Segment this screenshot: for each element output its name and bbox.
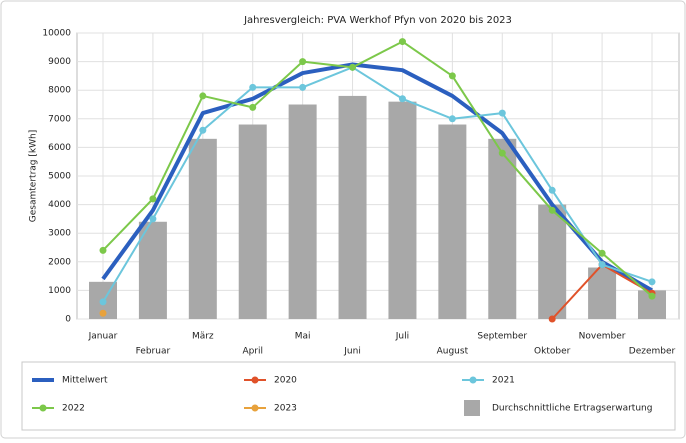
x-tick-label: Juni: [343, 347, 361, 357]
y-tick-label: 9000: [48, 57, 71, 67]
x-tick-label: November: [579, 332, 626, 342]
bar: [338, 95, 367, 319]
line-point: [199, 126, 207, 134]
legend-marker: [39, 404, 47, 412]
line-point: [448, 72, 456, 80]
x-tick-label: April: [242, 347, 263, 357]
x-tick-label: August: [437, 347, 469, 357]
line-series: [102, 40, 653, 297]
legend-swatch: [464, 400, 480, 416]
y-tick-label: 8000: [48, 86, 71, 96]
line-point: [598, 249, 606, 257]
bar: [538, 204, 567, 319]
y-tick-label: 1000: [48, 286, 71, 296]
legend-label: 2022: [62, 404, 85, 414]
legend-label: 2023: [274, 404, 297, 414]
y-tick-label: 5000: [48, 172, 71, 182]
legend-label: Mittelwert: [62, 376, 108, 386]
bar: [488, 138, 517, 319]
bar: [138, 221, 167, 319]
line-point: [99, 246, 107, 254]
x-tick-label: Februar: [136, 347, 171, 357]
line-point: [448, 115, 456, 123]
line-point: [498, 149, 506, 157]
y-tick-label: 10000: [42, 29, 71, 39]
legend-marker: [469, 376, 477, 384]
line-point: [548, 206, 556, 214]
line-point: [249, 103, 257, 111]
line-point: [199, 92, 207, 100]
bar: [288, 104, 317, 319]
x-tick-label: September: [477, 332, 527, 342]
legend-box: [21, 361, 676, 431]
x-tick-label: Januar: [88, 332, 118, 342]
bar: [238, 124, 267, 320]
legend-label: 2021: [492, 376, 515, 386]
y-tick-label: 2000: [48, 257, 71, 267]
line-point: [149, 215, 157, 223]
line-point: [648, 292, 656, 300]
x-tick-label: Dezember: [629, 347, 676, 357]
y-tick-label: 3000: [48, 229, 71, 239]
line-point: [99, 309, 107, 317]
bar: [388, 101, 417, 319]
line-point: [99, 298, 107, 306]
line-point: [149, 195, 157, 203]
bar: [188, 138, 217, 319]
line-point: [598, 261, 606, 269]
line-series: [102, 66, 653, 303]
line-point: [299, 83, 307, 91]
line-point: [398, 38, 406, 46]
x-tick-label: März: [192, 332, 214, 342]
legend-marker: [251, 376, 259, 384]
line-point: [548, 186, 556, 194]
y-tick-label: 0: [65, 315, 71, 325]
line-point: [299, 58, 307, 66]
y-tick-label: 4000: [48, 200, 71, 210]
x-tick-label: Mai: [295, 332, 311, 342]
legend-label: Durchschnittliche Ertragserwartung: [492, 404, 652, 414]
line-point: [349, 63, 357, 71]
legend-marker: [251, 404, 259, 412]
bar: [438, 124, 467, 320]
line-series: [101, 62, 653, 293]
y-tick-label: 7000: [48, 114, 71, 124]
line-point: [548, 315, 556, 323]
line-point: [398, 95, 406, 103]
legend-label: 2020: [274, 376, 297, 386]
line-point: [648, 278, 656, 286]
line-point: [498, 109, 506, 117]
y-tick-label: 6000: [48, 143, 71, 153]
y-axis-label: Gesamtertrag [kWh]: [29, 130, 39, 222]
line-point: [249, 83, 257, 91]
x-tick-label: Oktober: [534, 347, 571, 357]
chart-title: Jahresvergleich: PVA Werkhof Pfyn von 20…: [243, 15, 512, 26]
x-tick-label: Juli: [395, 332, 409, 342]
